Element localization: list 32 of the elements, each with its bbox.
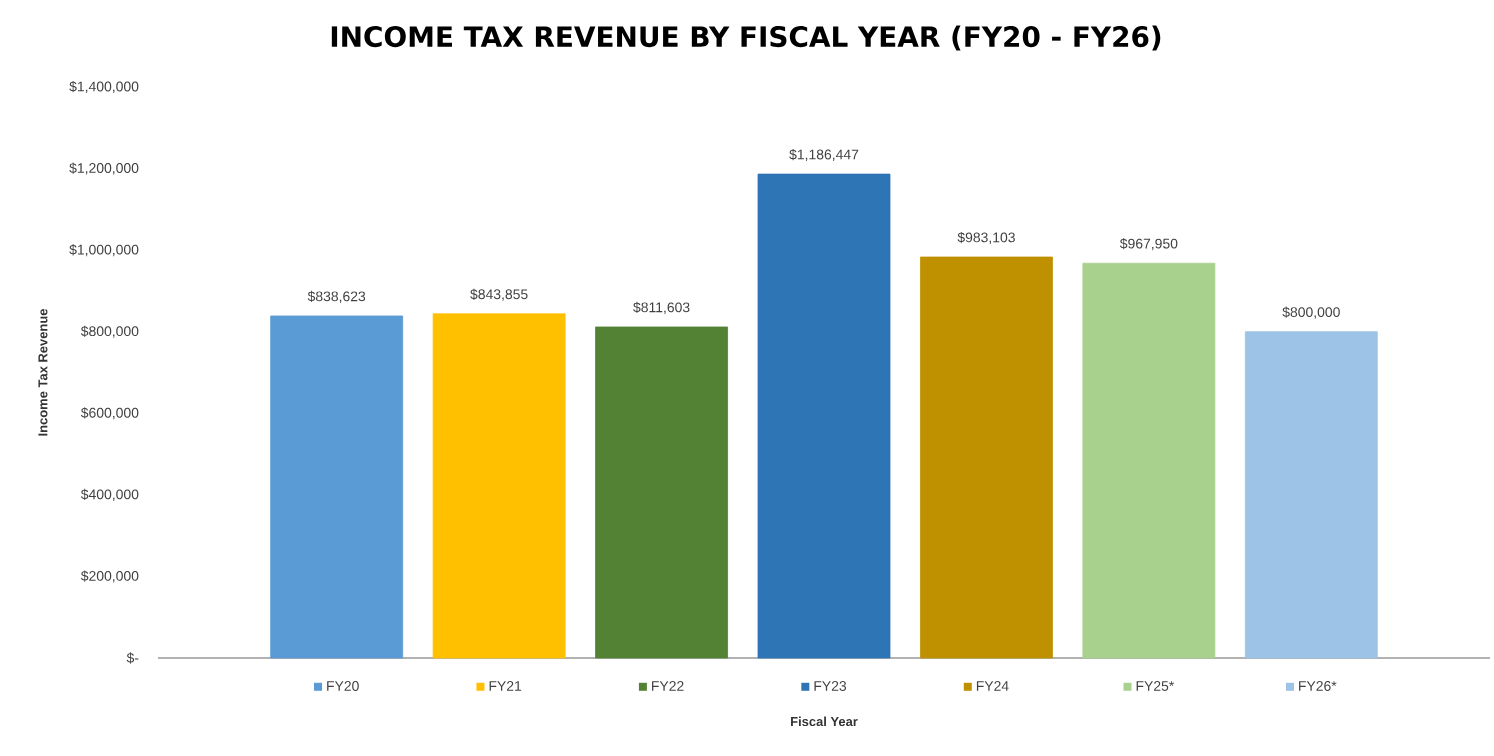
- y-tick-label: $200,000: [80, 570, 139, 583]
- x-tick-label: FY26*: [1299, 681, 1337, 691]
- chart-title: INCOME TAX REVENUE BY FISCAL YEAR (FY20 - FY26): [331, 25, 1161, 51]
- y-axis-title: Income Tax Revenue: [38, 309, 48, 436]
- bar: [595, 326, 728, 659]
- y-tick-label: $1,200,000: [69, 162, 139, 175]
- bar: [757, 173, 891, 659]
- bar: [1244, 331, 1378, 659]
- y-tick-label: $1,400,000: [69, 80, 139, 94]
- data-label: $1,186,447: [789, 148, 859, 162]
- data-label: $983,103: [957, 231, 1015, 244]
- y-tick-label: $800,000: [80, 325, 139, 338]
- data-label: $843,855: [470, 288, 528, 301]
- data-label: $967,950: [1119, 238, 1178, 251]
- y-tick-label: $600,000: [80, 407, 139, 420]
- x-tick-label: FY24: [976, 681, 1009, 691]
- bar: [432, 313, 566, 659]
- data-label: $811,603: [633, 301, 690, 314]
- bar: [920, 256, 1053, 659]
- x-tick-label: FY20: [327, 681, 359, 691]
- x-tick-label: FY21: [489, 681, 522, 691]
- data-label: $800,000: [1282, 306, 1340, 319]
- y-tick-label: $400,000: [80, 488, 139, 501]
- x-tick-label: FY23: [814, 681, 847, 691]
- x-tick-label: FY25*: [1136, 681, 1175, 691]
- bar: [1082, 262, 1216, 659]
- x-axis-title: Fiscal Year: [791, 716, 858, 727]
- y-tick-label: $1,000,000: [69, 244, 139, 257]
- x-tick-label: FY22: [652, 681, 684, 691]
- y-tick-label: $-: [126, 652, 139, 664]
- bar: [270, 315, 404, 659]
- data-label: $838,623: [307, 290, 366, 303]
